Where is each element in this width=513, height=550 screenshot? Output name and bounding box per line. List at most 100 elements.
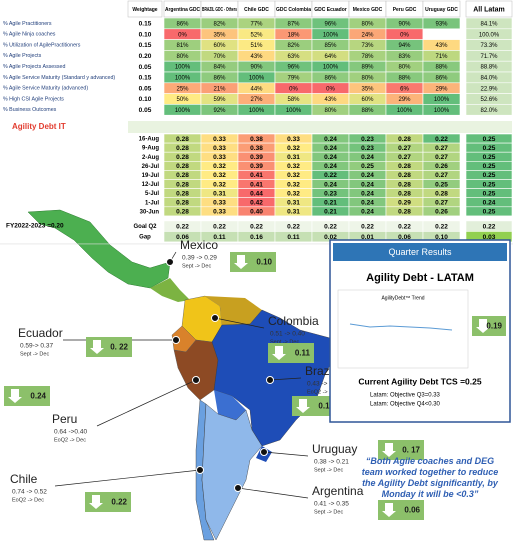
cell-text: 0.24 bbox=[361, 209, 374, 216]
reduction-value: 0. 22 bbox=[110, 343, 128, 352]
cell-text: 0.24 bbox=[361, 172, 374, 179]
cell-text: Goal Q2 bbox=[133, 224, 157, 230]
cell-text: 96% bbox=[287, 65, 300, 71]
row-date: 12-Jul bbox=[142, 182, 160, 188]
cell-text: 87% bbox=[287, 21, 300, 27]
column-header: Argentina GDC bbox=[165, 7, 200, 13]
cell-text: 0.25 bbox=[483, 190, 496, 197]
cell-text: 0.28 bbox=[176, 136, 189, 143]
reduction-value: 0.19 bbox=[486, 322, 502, 331]
country-name: Ecuador bbox=[18, 326, 63, 340]
cell-text: 0.39 bbox=[250, 154, 263, 161]
cell-text: 100% bbox=[434, 108, 450, 114]
down-arrow bbox=[296, 399, 310, 413]
down-arrow bbox=[234, 255, 248, 269]
cell-text: 100% bbox=[175, 108, 191, 114]
map-venezuela bbox=[205, 296, 262, 325]
down-arrow bbox=[89, 495, 103, 509]
cell-text: 0.38 bbox=[250, 145, 263, 152]
cell-text: 0.15 bbox=[139, 21, 152, 28]
cell-text: 0.33 bbox=[213, 154, 226, 161]
metric-label: % Agile Service Maturity (advanced) bbox=[3, 86, 88, 92]
cell-text: 0.24 bbox=[361, 181, 374, 188]
map-central bbox=[150, 278, 190, 302]
cell-text: 71% bbox=[435, 54, 448, 60]
cell-text: 0.24 bbox=[483, 199, 496, 206]
country-name: Colombia bbox=[268, 314, 319, 328]
cell-text: 73% bbox=[361, 43, 374, 49]
cell-text: 50% bbox=[176, 97, 189, 103]
cell-text: 84.1% bbox=[480, 21, 498, 27]
cell-text: 0.28 bbox=[435, 190, 448, 197]
header-cell bbox=[422, 0, 461, 18]
cell-text: 0% bbox=[326, 86, 335, 92]
column-header: GDC Ecuador bbox=[314, 7, 347, 13]
cell-text: 0.27 bbox=[398, 145, 411, 152]
cell-text: 0.33 bbox=[213, 136, 226, 143]
cell-text: 0.05 bbox=[139, 85, 152, 92]
cell-text: 0.22 bbox=[287, 223, 300, 230]
trend-title: AgilityDebt™ Trend bbox=[381, 295, 424, 301]
cell-text: 100% bbox=[323, 65, 339, 71]
cell-text: 0.33 bbox=[287, 136, 300, 143]
cell-text: 60% bbox=[213, 43, 226, 49]
cell-text: 0.41 bbox=[250, 181, 263, 188]
row-date: 30-Jun bbox=[140, 209, 160, 215]
cell-text: 29% bbox=[435, 86, 448, 92]
column-header: Peru GDC bbox=[393, 7, 417, 13]
row-date: 5-Jul bbox=[145, 191, 159, 197]
cell-text: 0.28 bbox=[176, 190, 189, 197]
cell-text: 70% bbox=[213, 54, 226, 60]
header-cell bbox=[465, 0, 513, 18]
cell-text: 80% bbox=[398, 65, 411, 71]
reduction-value: 0.06 bbox=[404, 506, 420, 515]
table-cell bbox=[465, 104, 513, 116]
debt-period: Sept -> Dec bbox=[314, 467, 343, 473]
column-header: Uruguay GDC bbox=[425, 7, 458, 13]
reduction-value: 0.10 bbox=[318, 402, 334, 411]
cell-text: 0.28 bbox=[398, 172, 411, 179]
cell-text: 84.0% bbox=[480, 75, 498, 81]
cell-text: 0.28 bbox=[176, 199, 189, 206]
cell-text: 93% bbox=[435, 21, 448, 27]
down-arrow bbox=[382, 503, 396, 517]
cell-text: 100% bbox=[175, 75, 191, 81]
down-arrow bbox=[272, 346, 286, 360]
current-debt: Current Agility Debt TCS =0.25 bbox=[358, 376, 481, 386]
cell-text: 0.24 bbox=[361, 190, 374, 197]
cell-text: 0.11 bbox=[213, 234, 226, 241]
cell-text: 100% bbox=[434, 97, 450, 103]
cell-text: 0.25 bbox=[361, 163, 374, 170]
debt-change: 0.51 -> 0.40 bbox=[270, 331, 305, 338]
cell-text: 0.24 bbox=[361, 154, 374, 161]
cell-text: 25% bbox=[176, 86, 189, 92]
cell-text: 0.23 bbox=[324, 190, 337, 197]
cell-text: 0.28 bbox=[398, 190, 411, 197]
cell-text: 82% bbox=[287, 43, 300, 49]
cell-text: 0.06 bbox=[176, 234, 189, 241]
cell-text: 0.27 bbox=[435, 172, 448, 179]
debt-change: 0.59-> 0.37 bbox=[20, 343, 53, 350]
cell-text: 0.02 bbox=[324, 234, 337, 241]
cell-text: 0.31 bbox=[287, 199, 300, 206]
cell-text: Gap bbox=[139, 235, 151, 241]
cell-text: 0.23 bbox=[361, 145, 374, 152]
cell-text: 86% bbox=[324, 75, 337, 81]
reduction-value: 0.10 bbox=[256, 258, 272, 267]
column-header: Chile GDC bbox=[244, 7, 269, 13]
debt-period: Sept -> Dec bbox=[182, 263, 211, 269]
table-cell bbox=[465, 206, 513, 217]
row-date: 16-Aug bbox=[139, 137, 160, 143]
row-date: 26-Jul bbox=[142, 164, 160, 170]
cell-text: 0.22 bbox=[398, 223, 411, 230]
trend-chart bbox=[337, 289, 469, 369]
cell-text: 0.21 bbox=[324, 199, 337, 206]
cell-text: 0.05 bbox=[139, 64, 152, 71]
debt-period: EoQ2 -> Dec bbox=[54, 437, 86, 443]
cell-text: 0.05 bbox=[139, 107, 152, 114]
cell-text: 0.24 bbox=[324, 136, 337, 143]
debt-period: Sept -> Dec bbox=[20, 351, 49, 357]
cell-text: 84% bbox=[213, 65, 226, 71]
cell-text: 88% bbox=[435, 65, 448, 71]
cell-text: 0.32 bbox=[213, 163, 226, 170]
